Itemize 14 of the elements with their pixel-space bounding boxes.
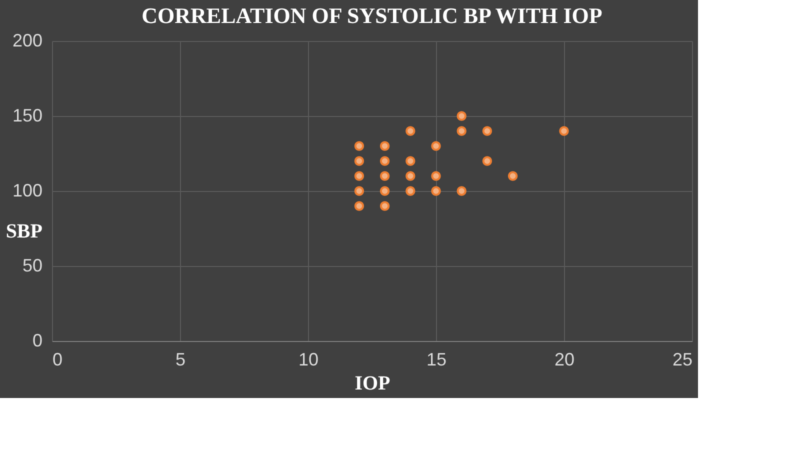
x-tick-label: 5 xyxy=(175,350,186,370)
x-axis-title: IOP xyxy=(354,372,390,394)
y-tick-label: 0 xyxy=(32,330,42,350)
y-tick-label: 200 xyxy=(12,30,42,50)
x-tick-label: 10 xyxy=(298,350,319,370)
y-axis-title: SBP xyxy=(6,220,42,242)
x-tick-label: 15 xyxy=(426,350,447,370)
x-tick-label: 20 xyxy=(554,350,575,370)
y-tick-label: 100 xyxy=(12,180,42,200)
x-tick-label: 25 xyxy=(672,350,692,370)
chart-title: CORRELATION OF SYSTOLIC BP WITH IOP xyxy=(142,3,602,28)
x-tick-label: 0 xyxy=(52,350,63,370)
y-tick-label: 50 xyxy=(22,256,42,276)
y-tick-label: 150 xyxy=(12,106,42,126)
